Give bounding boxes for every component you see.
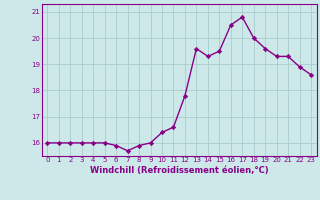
X-axis label: Windchill (Refroidissement éolien,°C): Windchill (Refroidissement éolien,°C) (90, 166, 268, 175)
